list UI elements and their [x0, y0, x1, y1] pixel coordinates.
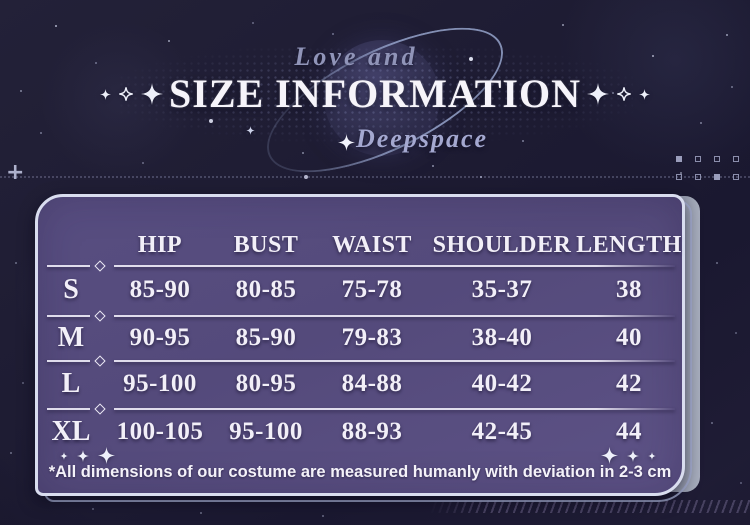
square-outline-icon: [676, 174, 682, 180]
sparkle-icon: [98, 447, 115, 464]
column-header-hip: HIP: [137, 231, 183, 258]
diamond-icon: [94, 354, 106, 367]
diamond-icon: [94, 309, 106, 322]
size-label: L: [61, 368, 81, 399]
waist-value: 75-78: [341, 276, 403, 303]
length-value: 44: [616, 418, 642, 445]
sparkle-icon: [627, 450, 639, 462]
bust-value: 95-100: [229, 418, 303, 445]
bust-value: 80-95: [235, 370, 297, 397]
diamond-icon: [94, 402, 106, 415]
column-header-bust: BUST: [233, 231, 299, 258]
bust-value: 80-85: [235, 276, 297, 303]
column-header-length: LENGTH: [576, 231, 682, 258]
square-filled-icon: [714, 174, 720, 180]
size-table-panel: HIP BUST WAIST SHOULDER LENGTH S 85-90 8…: [35, 194, 685, 496]
sparkle-icon: [338, 134, 355, 151]
table-header-row: HIP BUST WAIST SHOULDER LENGTH: [38, 222, 682, 268]
square-outline-icon: [733, 174, 739, 180]
shoulder-value: 35-37: [471, 276, 533, 303]
diamond-icon: [94, 259, 106, 272]
row-divider: [47, 402, 675, 415]
sparkle-icon: [141, 83, 163, 105]
sparkle-icon: [60, 452, 68, 460]
row-divider: [47, 309, 675, 322]
waist-value: 79-83: [341, 324, 403, 351]
sparkle-outline-icon: [616, 86, 632, 102]
shoulder-value: 38-40: [471, 324, 533, 351]
sparkle-icon: [587, 83, 609, 105]
square-outline-icon: [714, 156, 720, 162]
measurement-disclaimer: *All dimensions of our costume are measu…: [48, 463, 672, 481]
table-row-xl: XL 100-105 95-100 88-93 42-45 44: [38, 410, 682, 454]
square-outline-icon: [695, 156, 701, 162]
bust-value: 85-90: [235, 324, 297, 351]
column-header-waist: WAIST: [332, 231, 412, 258]
row-divider: [47, 354, 675, 367]
table-row-m: M 90-95 85-90 79-83 38-40 40: [38, 317, 682, 359]
corner-sparkles-left: [60, 447, 115, 464]
page-title: SIZE INFORMATION: [169, 71, 581, 116]
shoulder-value: 42-45: [471, 418, 533, 445]
background-glow: [14, 200, 204, 390]
tagline-text: Deepspace: [355, 124, 489, 153]
sparkle-outline-icon: [118, 86, 134, 102]
size-label: M: [57, 322, 85, 353]
size-label: S: [63, 274, 79, 305]
square-filled-icon: [676, 156, 682, 162]
page-title-row: SIZE INFORMATION: [100, 72, 650, 116]
sparkle-icon: [639, 89, 650, 100]
square-outline-icon: [733, 156, 739, 162]
square-outline-icon: [695, 174, 701, 180]
size-label: XL: [51, 416, 91, 447]
hip-value: 90-95: [129, 324, 191, 351]
corner-sparkles-right: [601, 447, 656, 464]
sparkle-icon: [601, 447, 618, 464]
dotted-divider-line: [0, 176, 750, 178]
hip-value: 85-90: [129, 276, 191, 303]
table-row-s: S 85-90 80-85 75-78 35-37 38: [38, 267, 682, 313]
shoulder-value: 40-42: [471, 370, 533, 397]
planet-icon: [324, 40, 440, 156]
hip-value: 100-105: [116, 418, 204, 445]
diagonal-hatch-stripe: [428, 500, 750, 513]
waist-value: 84-88: [341, 370, 403, 397]
length-value: 40: [616, 324, 642, 351]
sparkle-icon: [246, 126, 255, 135]
eyebrow-text: Love and: [294, 42, 418, 71]
length-value: 38: [616, 276, 642, 303]
table-row-l: L 95-100 80-95 84-88 40-42 42: [38, 362, 682, 406]
starfield: [0, 0, 2, 2]
corner-squares-icon: [676, 156, 739, 180]
column-header-shoulder: SHOULDER: [432, 231, 572, 258]
sparkle-icon: [77, 450, 89, 462]
tagline-row: Deepspace: [356, 124, 488, 154]
sparkle-group-right: [587, 83, 650, 105]
card-echo-outline: [44, 200, 692, 502]
sparkle-icon: [100, 89, 111, 100]
plus-mark-icon: +: [6, 160, 25, 185]
row-divider: [47, 259, 675, 272]
sparkle-group-left: [100, 83, 163, 105]
hip-value: 95-100: [123, 370, 197, 397]
length-value: 42: [616, 370, 642, 397]
sparkle-icon: [648, 452, 656, 460]
waist-value: 88-93: [341, 418, 403, 445]
card-side-edge: [640, 196, 700, 492]
